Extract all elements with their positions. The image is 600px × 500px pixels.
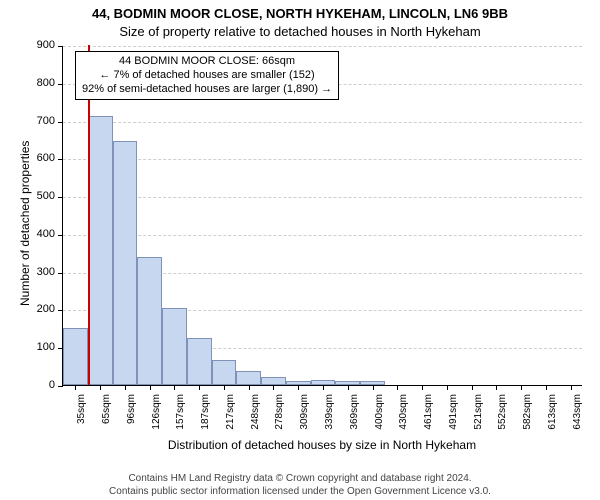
chart-title-line1: 44, BODMIN MOOR CLOSE, NORTH HYKEHAM, LI… [0,6,600,21]
chart-title-line2: Size of property relative to detached ho… [0,24,600,39]
bar [162,308,187,385]
x-tick-mark [298,385,299,390]
y-tick-mark [58,273,63,274]
y-tick-mark [58,235,63,236]
x-tick-mark [546,385,547,390]
footer-line-1: Contains HM Land Registry data © Crown c… [0,473,600,484]
gridline [63,122,582,123]
x-tick-label: 521sqm [473,394,484,446]
x-tick-label: 461sqm [423,394,434,446]
y-tick-mark [58,386,63,387]
y-tick-label: 0 [27,379,55,391]
bar [236,371,261,385]
y-tick-label: 600 [27,152,55,164]
y-tick-mark [58,46,63,47]
x-tick-label: 278sqm [274,394,285,446]
x-tick-mark [472,385,473,390]
x-tick-label: 430sqm [398,394,409,446]
bar [88,116,113,385]
x-tick-mark [348,385,349,390]
x-tick-label: 35sqm [76,394,87,446]
x-tick-label: 157sqm [175,394,186,446]
x-tick-label: 248sqm [250,394,261,446]
footer-line-2: Contains public sector information licen… [0,486,600,497]
x-tick-mark [249,385,250,390]
x-tick-mark [150,385,151,390]
bar [261,377,286,385]
x-tick-mark [397,385,398,390]
x-tick-label: 613sqm [547,394,558,446]
x-tick-label: 309sqm [299,394,310,446]
y-tick-label: 400 [27,228,55,240]
y-tick-mark [58,197,63,198]
x-tick-mark [199,385,200,390]
x-tick-mark [224,385,225,390]
annotation-line: 92% of semi-detached houses are larger (… [82,83,332,97]
x-tick-mark [75,385,76,390]
x-tick-label: 491sqm [448,394,459,446]
x-tick-mark [100,385,101,390]
y-tick-label: 200 [27,303,55,315]
x-tick-mark [496,385,497,390]
bar [212,360,237,385]
annotation-box: 44 BODMIN MOOR CLOSE: 66sqm← 7% of detac… [75,51,339,100]
x-tick-label: 643sqm [572,394,583,446]
y-tick-mark [58,310,63,311]
x-tick-label: 187sqm [200,394,211,446]
x-tick-mark [273,385,274,390]
x-tick-label: 339sqm [324,394,335,446]
x-tick-mark [422,385,423,390]
y-tick-mark [58,122,63,123]
x-tick-mark [373,385,374,390]
x-tick-label: 552sqm [497,394,508,446]
x-tick-label: 582sqm [522,394,533,446]
bar [113,141,138,385]
y-axis-label: Number of detached properties [18,141,32,306]
y-tick-label: 100 [27,341,55,353]
bar [187,338,212,385]
y-tick-label: 300 [27,266,55,278]
x-tick-mark [174,385,175,390]
x-tick-label: 400sqm [374,394,385,446]
x-tick-mark [447,385,448,390]
x-tick-mark [323,385,324,390]
gridline [63,46,582,47]
gridline [63,197,582,198]
y-tick-mark [58,159,63,160]
annotation-line: ← 7% of detached houses are smaller (152… [82,69,332,83]
annotation-line: 44 BODMIN MOOR CLOSE: 66sqm [82,55,332,69]
bar [63,328,88,385]
gridline [63,235,582,236]
x-tick-label: 65sqm [101,394,112,446]
x-tick-label: 369sqm [349,394,360,446]
chart-plot-area: 44 BODMIN MOOR CLOSE: 66sqm← 7% of detac… [62,46,582,386]
y-tick-label: 700 [27,115,55,127]
x-tick-mark [125,385,126,390]
x-tick-mark [521,385,522,390]
x-tick-label: 126sqm [151,394,162,446]
bar [137,257,162,385]
x-tick-label: 217sqm [225,394,236,446]
y-tick-label: 500 [27,190,55,202]
y-tick-mark [58,84,63,85]
gridline [63,159,582,160]
page: { "title1": "44, BODMIN MOOR CLOSE, NORT… [0,0,600,500]
x-tick-label: 96sqm [126,394,137,446]
y-tick-label: 800 [27,77,55,89]
x-tick-mark [571,385,572,390]
y-tick-label: 900 [27,39,55,51]
